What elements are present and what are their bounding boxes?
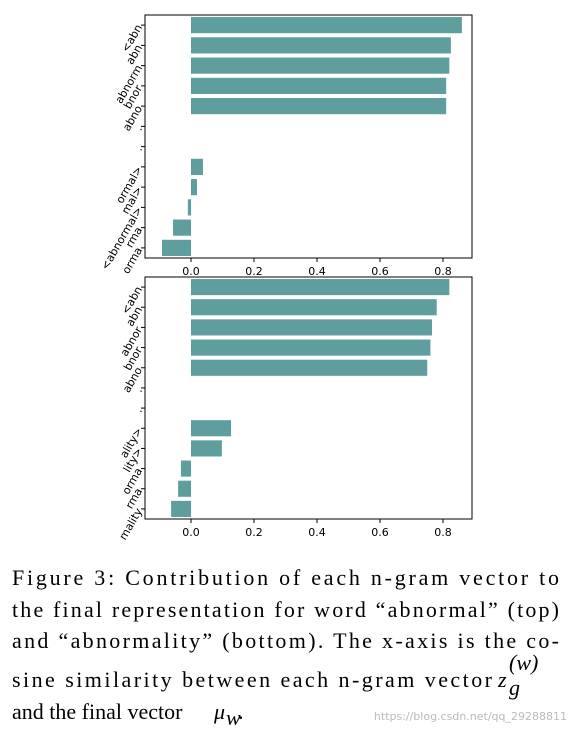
math: μ	[213, 699, 225, 724]
bar	[190, 37, 451, 54]
bar	[190, 158, 203, 175]
caption-line: and “abnormality” (bottom). The x-axis i…	[12, 628, 559, 653]
bar	[162, 239, 191, 256]
bar	[190, 77, 447, 94]
y-tick-label: .	[132, 385, 145, 395]
caption-line: the final representation for word “abnor…	[12, 597, 559, 622]
bar	[178, 480, 191, 497]
watermark: https://blog.csdn.net/qq_29288811	[374, 710, 567, 723]
x-tick-label: 0.0	[182, 526, 200, 539]
bar	[173, 219, 191, 236]
x-tick-label: 0.8	[434, 265, 452, 278]
x-tick-label: 0.4	[308, 265, 326, 278]
y-tick-label: .	[132, 405, 145, 415]
bar	[171, 500, 191, 517]
x-tick-label: 0.6	[371, 526, 389, 539]
math: w	[226, 705, 241, 730]
bar	[180, 460, 191, 477]
bar	[190, 339, 431, 356]
y-tick-label: .	[132, 144, 145, 154]
y-tick-label: orma	[120, 245, 146, 276]
x-tick-label: 0.2	[245, 526, 263, 539]
math: (w)	[509, 650, 538, 675]
axes-frame	[144, 276, 473, 520]
caption-line: sine similarity between each n-gram vect…	[12, 667, 493, 692]
bar	[190, 279, 450, 296]
bar	[190, 57, 450, 74]
caption-line: and the final vector	[12, 699, 183, 724]
bar	[187, 199, 191, 216]
bar	[190, 98, 447, 115]
x-tick-label: 0.8	[434, 526, 452, 539]
x-tick-label: 0.0	[182, 265, 200, 278]
bar	[190, 299, 437, 316]
caption-line: Figure 3: Contribution of each n-gram ve…	[12, 565, 559, 590]
math: g	[509, 675, 520, 700]
math: .	[238, 699, 244, 724]
axes-frame	[144, 14, 473, 259]
y-tick-label: .	[132, 123, 145, 133]
math: z	[497, 667, 507, 692]
bar	[190, 359, 428, 376]
bar	[190, 179, 197, 196]
bar	[190, 319, 432, 336]
bar	[190, 420, 232, 437]
bar	[190, 17, 462, 34]
x-tick-label: 0.6	[371, 265, 389, 278]
x-tick-label: 0.2	[245, 265, 263, 278]
y-tick-label: mality	[117, 506, 146, 543]
bar	[190, 440, 222, 457]
x-tick-label: 0.4	[308, 526, 326, 539]
